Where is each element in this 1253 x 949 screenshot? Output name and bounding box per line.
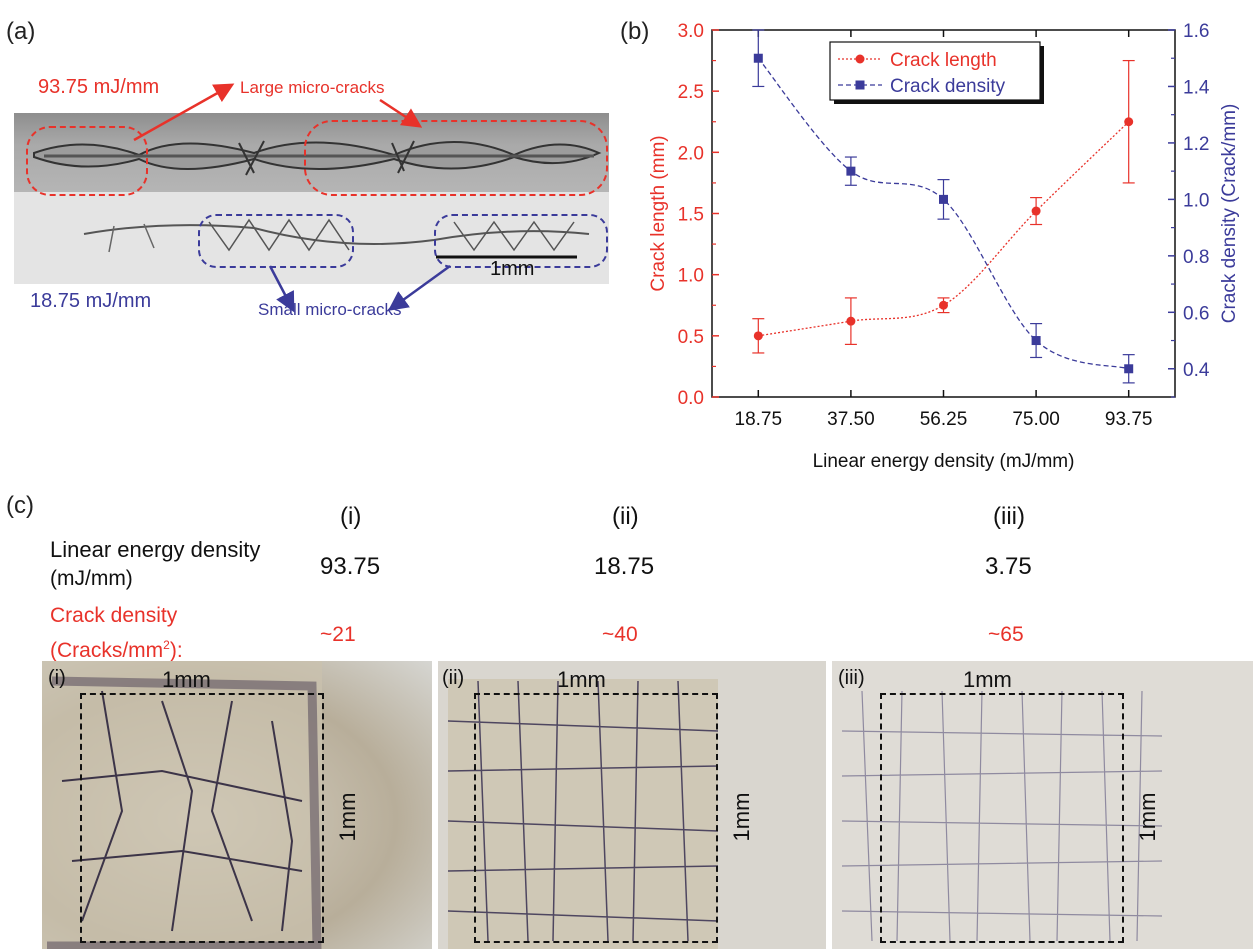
annotation-arrows — [133, 83, 577, 313]
density-value-i: ~21 — [320, 623, 356, 646]
scale-box-ii — [474, 693, 718, 943]
right-tick-label: 1.2 — [1183, 134, 1209, 155]
left-tick-label: 0.5 — [678, 327, 704, 348]
large-crack-region-2 — [304, 120, 608, 196]
data-point-crack-length — [1031, 206, 1041, 216]
data-point-crack-density — [1031, 336, 1041, 346]
panel-c-label: (c) — [6, 492, 34, 519]
legend-marker — [855, 80, 865, 90]
density-row-label-line1: Crack density — [50, 604, 178, 627]
energy-row-label-line2: (mJ/mm) — [50, 567, 133, 590]
data-point-crack-length — [753, 331, 763, 341]
scale-bar-label: 1mm — [490, 258, 535, 280]
energy-value-iii: 3.75 — [985, 553, 1032, 580]
x-tick-label: 18.75 — [735, 409, 783, 430]
micrograph-iii — [832, 661, 1253, 949]
right-tick-label: 1.0 — [1183, 190, 1209, 211]
small-crack-region-2 — [434, 214, 608, 268]
scale-side-iii: 1mm — [1135, 792, 1160, 842]
scale-top-ii: 1mm — [557, 667, 606, 692]
right-axis-label: Crack density (Crack/mm) — [1219, 104, 1240, 324]
left-tick-label: 2.5 — [678, 82, 704, 103]
scale-top-iii: 1mm — [963, 667, 1012, 692]
left-tick-label: 0.0 — [678, 388, 704, 409]
density-row-label-line2: (Cracks/mm2): — [50, 638, 183, 662]
scale-box-i — [80, 693, 324, 943]
x-tick-label: 56.25 — [920, 409, 968, 430]
energy-value-i: 93.75 — [320, 553, 381, 580]
low-energy-label: 18.75 mJ/mm — [30, 290, 152, 312]
right-tick-label: 0.8 — [1183, 247, 1209, 268]
energy-value-ii: 18.75 — [594, 553, 655, 580]
data-point-crack-length — [1124, 117, 1134, 127]
micrograph-i — [42, 661, 432, 949]
data-point-crack-length — [846, 316, 856, 326]
left-tick-label: 1.5 — [678, 205, 704, 226]
x-axis-label: Linear energy density (mJ/mm) — [813, 451, 1075, 472]
small-cracks-label: Small micro-cracks — [258, 300, 402, 319]
x-tick-label: 93.75 — [1105, 409, 1153, 430]
legend-box — [829, 41, 1041, 101]
scale-side-i: 1mm — [335, 792, 360, 842]
right-tick-label: 1.6 — [1183, 21, 1209, 42]
high-energy-label: 93.75 mJ/mm — [38, 76, 160, 98]
scale-box-iii — [880, 693, 1124, 943]
panel-b-label: (b) — [620, 18, 650, 45]
photo-label-i: (i) — [48, 667, 66, 689]
crack-chart: 0.0 0.5 1.0 1.5 2.0 2.5 3.0 0.4 0.6 0.8 1.0 1.2 1.4 1… — [648, 21, 1240, 472]
right-tick-label: 0.4 — [1183, 360, 1210, 381]
photo-label-iii: (iii) — [838, 667, 865, 689]
small-crack-region-1 — [198, 214, 354, 268]
data-point-crack-density — [1124, 364, 1134, 374]
legend-label: Crack density — [890, 76, 1006, 97]
density-value-iii: ~65 — [988, 623, 1024, 646]
right-tick-label: 1.4 — [1183, 77, 1210, 98]
left-tick-label: 3.0 — [678, 21, 704, 42]
data-point-crack-density — [753, 53, 763, 63]
right-tick-label: 0.6 — [1183, 303, 1209, 324]
data-point-crack-density — [846, 166, 856, 176]
left-tick-label: 2.0 — [678, 143, 704, 164]
large-cracks-label: Large micro-cracks — [240, 78, 385, 97]
scale-top-i: 1mm — [162, 667, 211, 692]
density-value-ii: ~40 — [602, 623, 638, 646]
x-tick-label: 37.50 — [827, 409, 875, 430]
series-line-crack-length — [758, 121, 1130, 337]
low-energy-micrograph — [14, 192, 609, 284]
column-label-i: (i) — [340, 503, 362, 530]
left-tick-label: 1.0 — [678, 266, 704, 287]
column-label-iii: (iii) — [993, 503, 1025, 530]
legend-label: Crack length — [890, 50, 997, 71]
scale-side-ii: 1mm — [729, 792, 754, 842]
photo-label-ii: (ii) — [442, 667, 465, 689]
energy-row-label-line1: Linear energy density — [50, 537, 261, 562]
data-point-crack-length — [939, 300, 948, 310]
legend-marker — [855, 54, 865, 64]
x-tick-label: 75.00 — [1012, 409, 1060, 430]
column-label-ii: (ii) — [612, 503, 639, 530]
data-point-crack-density — [939, 194, 948, 204]
panel-a-label: (a) — [6, 18, 36, 45]
left-axis-label: Crack length (mm) — [648, 135, 669, 291]
micrograph-ii — [438, 661, 826, 949]
large-crack-region-1 — [26, 126, 148, 196]
series-line-crack-density — [757, 57, 1129, 370]
